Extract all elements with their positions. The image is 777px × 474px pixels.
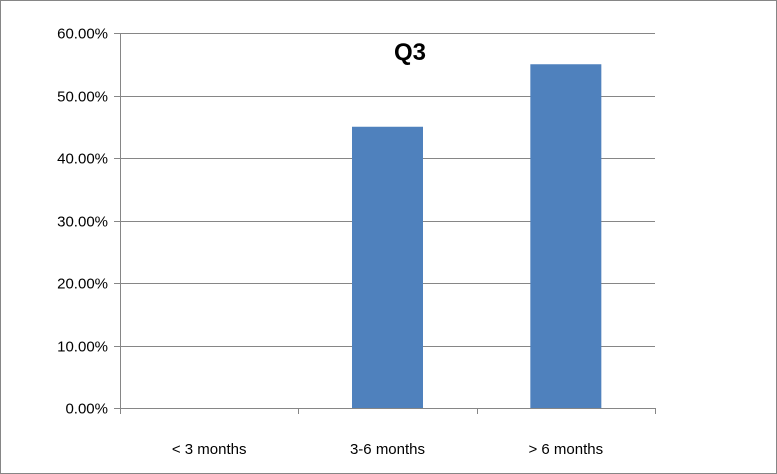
y-tick-label: 10.00% xyxy=(57,339,108,356)
y-tick-label: 30.00% xyxy=(57,214,108,231)
x-tick-label: 3-6 months xyxy=(350,441,425,458)
axes xyxy=(120,33,655,409)
bar xyxy=(352,126,423,408)
x-tick-label: > 6 months xyxy=(529,441,604,458)
y-tick-label: 40.00% xyxy=(57,151,108,168)
y-tick-label: 20.00% xyxy=(57,276,108,293)
bars xyxy=(352,64,602,408)
x-tick-label: < 3 months xyxy=(172,441,247,458)
y-axis-ticks: 0.00% 10.00% 20.00% 30.00% 40.00% 50.00% 60.00… xyxy=(57,26,120,418)
y-tick-label: 50.00% xyxy=(57,89,108,106)
chart-title: Q3 xyxy=(394,39,426,66)
y-tick-label: 60.00% xyxy=(57,26,108,43)
bar xyxy=(530,64,602,408)
y-tick-label: 0.00% xyxy=(65,401,108,418)
x-axis-ticks: < 3 months 3-6 months > 6 months xyxy=(120,408,656,458)
